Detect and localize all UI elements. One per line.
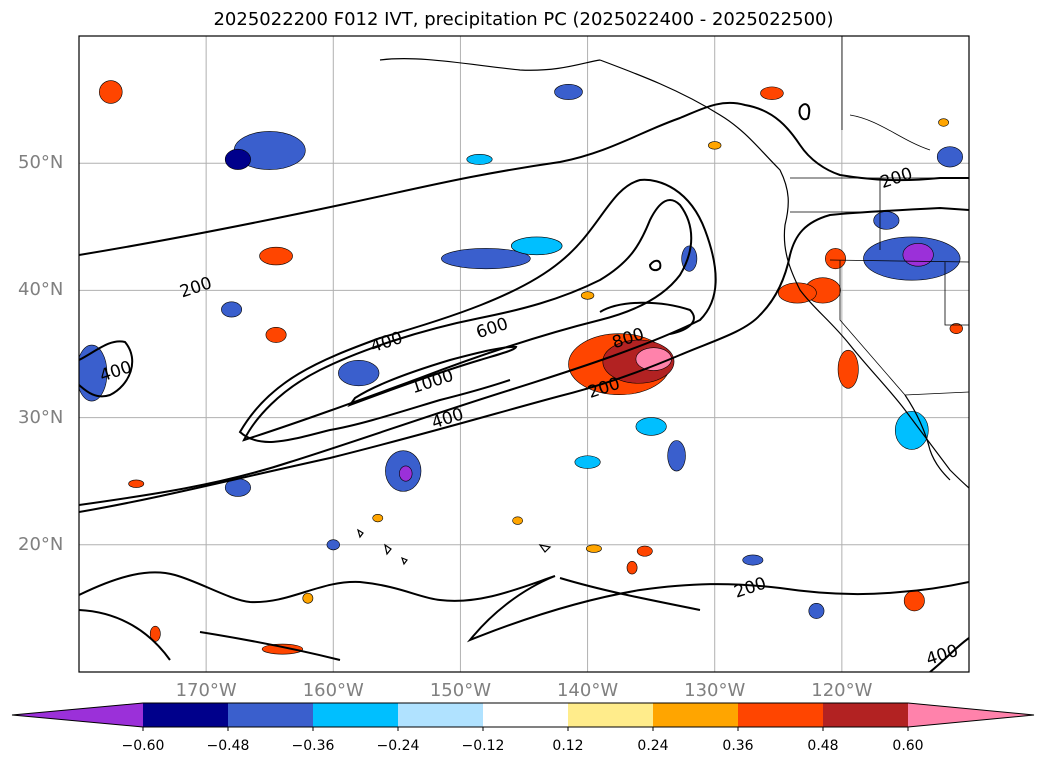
- state-borders: [790, 36, 969, 396]
- ivt-contour-400-west: [79, 340, 134, 398]
- lon-tick-label: 150°W: [429, 680, 491, 701]
- alaska-coast: [379, 58, 601, 71]
- ivt-contour-200-core-blob: [599, 301, 695, 335]
- colorbar-extend-high: [908, 703, 1034, 727]
- us-mexico-border: [904, 391, 969, 396]
- precip-anomaly-blob: [372, 513, 384, 523]
- colorbar-cell: [738, 703, 823, 727]
- colorbar-tick-label: 0.60: [892, 738, 924, 754]
- precip-anomaly-blob: [224, 148, 251, 170]
- colorbar-cell: [228, 703, 313, 727]
- precip-anomaly-blob: [938, 118, 949, 127]
- colorbar-tick-label: 0.24: [637, 738, 669, 754]
- precip-anomaly-blob: [441, 248, 531, 270]
- precip-anomaly-blob: [326, 539, 340, 551]
- ivt-contour-200-lower2: [79, 577, 701, 661]
- colorbar-cell: [398, 703, 483, 727]
- colorbar-tick-label: −0.36: [291, 738, 335, 754]
- precip-anomaly-blob: [667, 440, 686, 472]
- colorbar-cell: [568, 703, 653, 727]
- precip-anomaly-blob: [580, 291, 595, 300]
- precip-anomaly-blob: [512, 516, 524, 525]
- ivt-contours: [79, 101, 969, 672]
- colorbar-outline: [11, 702, 1035, 728]
- lat-tick-label: 20°N: [18, 533, 64, 555]
- precip-anomaly-blob: [99, 80, 123, 104]
- precip-anomaly-blob: [302, 592, 314, 604]
- precip-anomaly-blob: [903, 590, 925, 612]
- hawaii-islands: [357, 528, 552, 566]
- colorbar-cell: [143, 703, 228, 727]
- colorbar-cell: [823, 703, 908, 727]
- colorbar-extend-low: [12, 703, 143, 727]
- ivt-contour-200-south: [79, 206, 969, 513]
- precip-anomaly-blob: [949, 323, 963, 334]
- north-america-coast: [599, 59, 969, 489]
- precip-anomaly-blob: [466, 153, 493, 165]
- colorbar-cell: [313, 703, 398, 727]
- lon-tick-label: 160°W: [302, 680, 364, 701]
- precip-anomaly-blob: [574, 455, 601, 469]
- lat-tick-label: 50°N: [18, 152, 64, 174]
- colorbar-tick-label: 0.36: [722, 738, 754, 754]
- precip-anomaly-blob: [79, 344, 108, 402]
- precip-anomaly-blob: [873, 211, 900, 230]
- precip-anomaly-blob: [808, 603, 825, 619]
- colorbar-tick-label: −0.48: [206, 738, 250, 754]
- precip-anomaly-blob: [265, 326, 287, 343]
- precip-anomaly-blob: [554, 84, 583, 100]
- precip-anomaly-blob: [902, 243, 934, 267]
- precip-anomaly-blob: [399, 465, 413, 482]
- ivt-contour-ne-loop: [798, 103, 811, 121]
- map-title: 2025022200 F012 IVT, precipitation PC (2…: [213, 9, 834, 30]
- precip-anomaly-blob: [825, 248, 846, 270]
- colorbar-tick-label: −0.12: [461, 738, 505, 754]
- coastlines: [357, 58, 969, 566]
- ivt-contour-1000: [347, 345, 518, 408]
- lon-tick-label: 140°W: [556, 680, 619, 701]
- colorbar-tick-label: 0.48: [807, 738, 839, 754]
- ivt-contour-400: [79, 178, 717, 506]
- precip-anomaly-blob: [626, 561, 638, 575]
- map-frame: [78, 35, 970, 673]
- precip-anomaly-blob: [837, 349, 859, 389]
- lat-tick-label: 30°N: [18, 406, 64, 428]
- precip-anomaly-blob: [510, 236, 563, 256]
- lon-tick-label: 170°W: [175, 680, 237, 701]
- precip-anomaly-blob: [128, 479, 145, 488]
- precip-anomaly-blob: [936, 146, 963, 168]
- ivt-contour-200-north: [79, 101, 969, 256]
- map-background: [79, 36, 969, 672]
- precip-anomaly-blob: [338, 360, 380, 387]
- lat-tick-label: 40°N: [18, 279, 64, 301]
- ivt-contour-200-lower: [79, 571, 969, 643]
- precip-anomaly-blob: [261, 643, 304, 655]
- precip-anomaly-blob: [708, 141, 722, 150]
- baja-coast: [904, 394, 951, 481]
- lon-tick-label: 130°W: [684, 680, 746, 701]
- precipitation-fill: [79, 80, 963, 655]
- ivt-contour-600: [242, 199, 693, 442]
- precip-anomaly-blob: [221, 301, 243, 318]
- precip-anomaly-blob: [742, 554, 764, 566]
- precip-anomaly-ar-core: [635, 347, 672, 371]
- ivt-contour-400-corner: [929, 637, 969, 672]
- ivt-contour-north-loop: [648, 259, 662, 272]
- precip-anomaly-blob: [635, 417, 667, 436]
- colorbar-tick-label: −0.24: [376, 738, 420, 754]
- state-lines: [790, 36, 969, 396]
- colorbar-cell: [483, 703, 568, 727]
- precip-anomaly-blob: [760, 86, 784, 100]
- colorbar-cell: [653, 703, 738, 727]
- colorbar-tick-label: −0.60: [121, 738, 165, 754]
- lon-tick-label: 120°W: [811, 680, 873, 701]
- precip-anomaly-blob: [636, 545, 653, 557]
- colorbar-tick-label: 0.12: [552, 738, 584, 754]
- precip-anomaly-blob: [259, 246, 293, 266]
- precip-anomaly-blob: [585, 544, 602, 553]
